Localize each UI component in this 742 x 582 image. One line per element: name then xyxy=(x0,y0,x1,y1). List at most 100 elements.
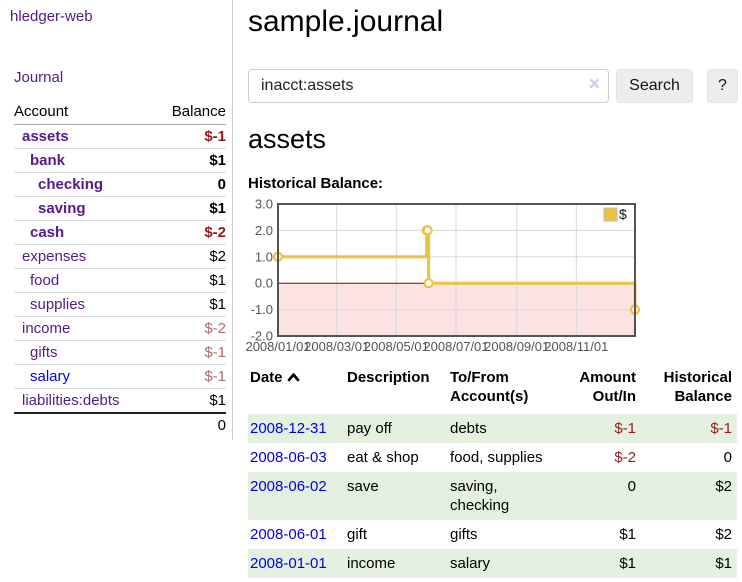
account-link[interactable]: food xyxy=(30,272,60,289)
account-link[interactable]: liabilities:debts xyxy=(22,392,120,409)
transaction-date-cell: 2008-12-31 xyxy=(248,414,345,443)
y-tick-label: 0.0 xyxy=(255,276,273,291)
transaction-description: save xyxy=(347,478,379,495)
transaction-accounts: saving, checking xyxy=(450,478,510,514)
transaction-accounts: salary xyxy=(450,555,491,572)
search-button[interactable]: Search xyxy=(616,69,693,103)
transaction-balance: $2 xyxy=(715,526,732,543)
account-link[interactable]: assets xyxy=(22,128,69,145)
data-point[interactable] xyxy=(422,225,433,236)
transaction-date-link[interactable]: 2008-01-01 xyxy=(250,555,327,572)
account-link[interactable]: saving xyxy=(38,200,86,217)
transaction-row: 2008-06-03 eat & shop food, supplies $-2 0 xyxy=(248,443,737,472)
th-date-label: Date xyxy=(250,369,283,386)
sidebar-item-journal[interactable]: Journal xyxy=(14,69,64,86)
th-date[interactable]: Date xyxy=(248,366,345,414)
transaction-balance: $2 xyxy=(715,478,732,495)
transaction-amount: 0 xyxy=(627,478,636,495)
transaction-row: 2008-12-31 pay off debts $-1 $-1 xyxy=(248,414,737,443)
transaction-date-link[interactable]: 2008-12-31 xyxy=(250,420,327,437)
transaction-balance: 0 xyxy=(723,449,732,466)
account-row: food $1 xyxy=(14,268,226,293)
x-tick-label: 2008/11/01 xyxy=(544,339,608,354)
help-button[interactable]: ? xyxy=(707,69,738,103)
account-link[interactable]: cash xyxy=(30,224,65,241)
x-tick-label: 2008/09/01 xyxy=(484,339,549,354)
account-link[interactable]: bank xyxy=(30,152,66,169)
transaction-date-link[interactable]: 2008-06-03 xyxy=(250,449,327,466)
x-tick-label: 2008/01/01 xyxy=(245,339,310,354)
y-tick-label: -2.0 xyxy=(251,329,273,344)
sort-ascending-icon xyxy=(287,373,299,382)
search-input[interactable] xyxy=(248,69,609,103)
transaction-date-cell: 2008-06-03 xyxy=(248,443,345,472)
transaction-accounts: food, supplies xyxy=(450,449,543,466)
transaction-amount: $-2 xyxy=(614,449,636,466)
account-balance: $2 xyxy=(154,244,226,269)
y-tick-label: -1.0 xyxy=(251,302,273,317)
chart-label: Historical Balance: xyxy=(248,175,384,192)
transaction-row: 2008-06-02 save saving, checking 0 $2 xyxy=(248,472,737,520)
clear-search-icon[interactable]: × xyxy=(588,74,600,95)
transaction-description: pay off xyxy=(347,420,392,437)
accounts-header-row: Account Balance xyxy=(14,100,226,125)
sidebar: hledger-web Journal Account Balance asse… xyxy=(0,0,233,440)
transaction-description: income xyxy=(347,555,396,572)
account-balance: $1 xyxy=(154,388,226,414)
plot-border xyxy=(277,203,636,337)
account-row: checking 0 xyxy=(14,172,226,197)
y-tick-label: 2.0 xyxy=(255,223,273,238)
account-row: saving $1 xyxy=(14,196,226,221)
transaction-amount: $1 xyxy=(619,526,636,543)
account-balance: $1 xyxy=(154,196,226,221)
transaction-description: gift xyxy=(347,526,368,543)
account-row: expenses $2 xyxy=(14,244,226,269)
account-row: income $-2 xyxy=(14,316,226,341)
accounts-header-balance: Balance xyxy=(154,100,226,125)
transaction-accounts: debts xyxy=(450,420,487,437)
transaction-date-link[interactable]: 2008-06-01 xyxy=(250,526,327,543)
accounts-total-balance: 0 xyxy=(217,417,226,434)
account-link[interactable]: salary xyxy=(30,368,71,385)
account-row: supplies $1 xyxy=(14,292,226,317)
account-row: assets $-1 xyxy=(14,124,226,149)
account-row: cash $-2 xyxy=(14,220,226,245)
account-row: gifts $-1 xyxy=(14,340,226,365)
th-accounts[interactable]: To/From Account(s) xyxy=(450,369,529,405)
account-link[interactable]: checking xyxy=(38,176,104,193)
transaction-date-cell: 2008-01-01 xyxy=(248,549,345,578)
account-balance: $-2 xyxy=(154,220,226,245)
th-amount[interactable]: Amount Out/In xyxy=(579,369,636,405)
account-link[interactable]: income xyxy=(22,320,71,337)
account-row: bank $1 xyxy=(14,148,226,173)
account-link[interactable]: expenses xyxy=(22,248,87,265)
account-link[interactable]: gifts xyxy=(30,344,58,361)
search-form: × Search ? xyxy=(248,69,738,103)
transaction-description: eat & shop xyxy=(347,449,419,466)
transaction-balance: $-1 xyxy=(710,420,732,437)
accounts-table: Account Balance assets $-1 bank $1 checking 0… xyxy=(14,100,226,437)
data-point[interactable] xyxy=(423,278,434,289)
account-row: salary $-1 xyxy=(14,364,226,389)
legend-swatch xyxy=(603,207,618,222)
th-balance[interactable]: Historical Balance xyxy=(663,369,732,405)
accounts-header-account: Account xyxy=(14,100,155,125)
transaction-amount: $1 xyxy=(619,555,636,572)
account-row: liabilities:debts $1 xyxy=(14,388,226,414)
account-balance: $-1 xyxy=(154,124,226,149)
app-title-link[interactable]: hledger-web xyxy=(10,8,93,25)
x-tick-label: 2008/03/01 xyxy=(304,339,369,354)
x-tick-label: 2008/07/01 xyxy=(423,339,488,354)
legend-label: $ xyxy=(619,206,627,222)
transaction-date-link[interactable]: 2008-06-02 xyxy=(250,478,327,495)
transaction-accounts: gifts xyxy=(450,526,478,543)
balance-chart[interactable]: $3.0 2.0 1.0 0.0 -1.0 -2.0 2008/01/01 2008/03/0… xyxy=(245,197,643,354)
transaction-row: 2008-01-01 income salary $1 $1 xyxy=(248,549,737,578)
account-link[interactable]: supplies xyxy=(30,296,86,313)
transaction-balance: $1 xyxy=(715,555,732,572)
th-description[interactable]: Description xyxy=(347,369,430,386)
account-balance: $-1 xyxy=(154,364,226,389)
main-content: sample.journal × Search ? assets Histori… xyxy=(245,0,738,578)
transaction-date-cell: 2008-06-02 xyxy=(248,472,345,520)
